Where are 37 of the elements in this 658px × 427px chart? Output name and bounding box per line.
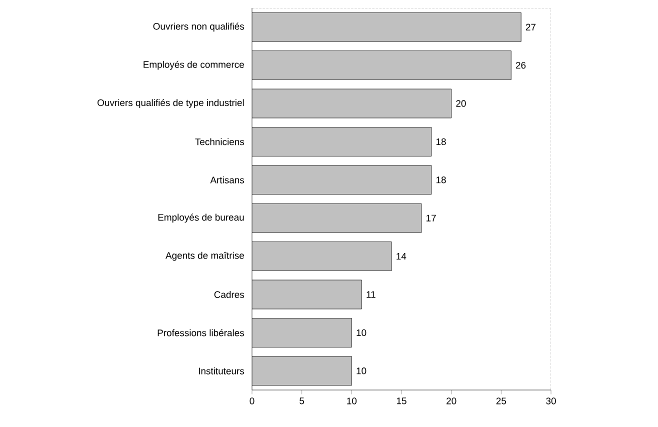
data-label: 10 (356, 368, 366, 374)
data-label: 14 (396, 253, 406, 260)
y-tick-label: Cadres (214, 291, 244, 298)
x-tick-label: 30 (546, 398, 556, 404)
y-tick-label: Ouvriers non qualifiés (153, 22, 244, 32)
x-tick-label: 10 (347, 398, 357, 404)
bar (252, 318, 352, 348)
data-label: 18 (436, 176, 446, 184)
bar (252, 356, 352, 386)
data-label: 18 (436, 138, 446, 146)
x-tick-label: 5 (300, 398, 304, 404)
y-tick-label: Instituteurs (198, 367, 244, 374)
y-tick-label: Employés de bureau (158, 214, 244, 223)
bar (252, 12, 522, 42)
data-label: 10 (356, 329, 366, 336)
data-label: 20 (456, 100, 466, 107)
bar (252, 88, 452, 118)
y-tick-label: Artisans (210, 176, 244, 184)
x-tick-label: 25 (496, 398, 506, 404)
bar (252, 50, 512, 80)
bar (252, 203, 422, 233)
data-label: 11 (366, 291, 376, 298)
y-tick-label: Techniciens (195, 138, 244, 146)
bar (252, 242, 392, 271)
data-label: 27 (526, 24, 536, 30)
bar (252, 165, 432, 195)
bar (252, 127, 432, 156)
bar (252, 280, 362, 310)
y-tick-label: Agents de maîtrise (166, 252, 244, 261)
y-tick-label: Employés de commerce (144, 60, 244, 70)
x-tick-label: 0 (250, 398, 254, 404)
data-label: 17 (426, 214, 436, 222)
data-label: 26 (516, 62, 526, 69)
y-tick-label: Professions libérales (158, 329, 244, 336)
x-tick-label: 15 (396, 398, 406, 404)
x-tick-label: 20 (446, 398, 456, 404)
y-tick-label: Ouvriers qualifiés de type industriel (98, 99, 244, 108)
